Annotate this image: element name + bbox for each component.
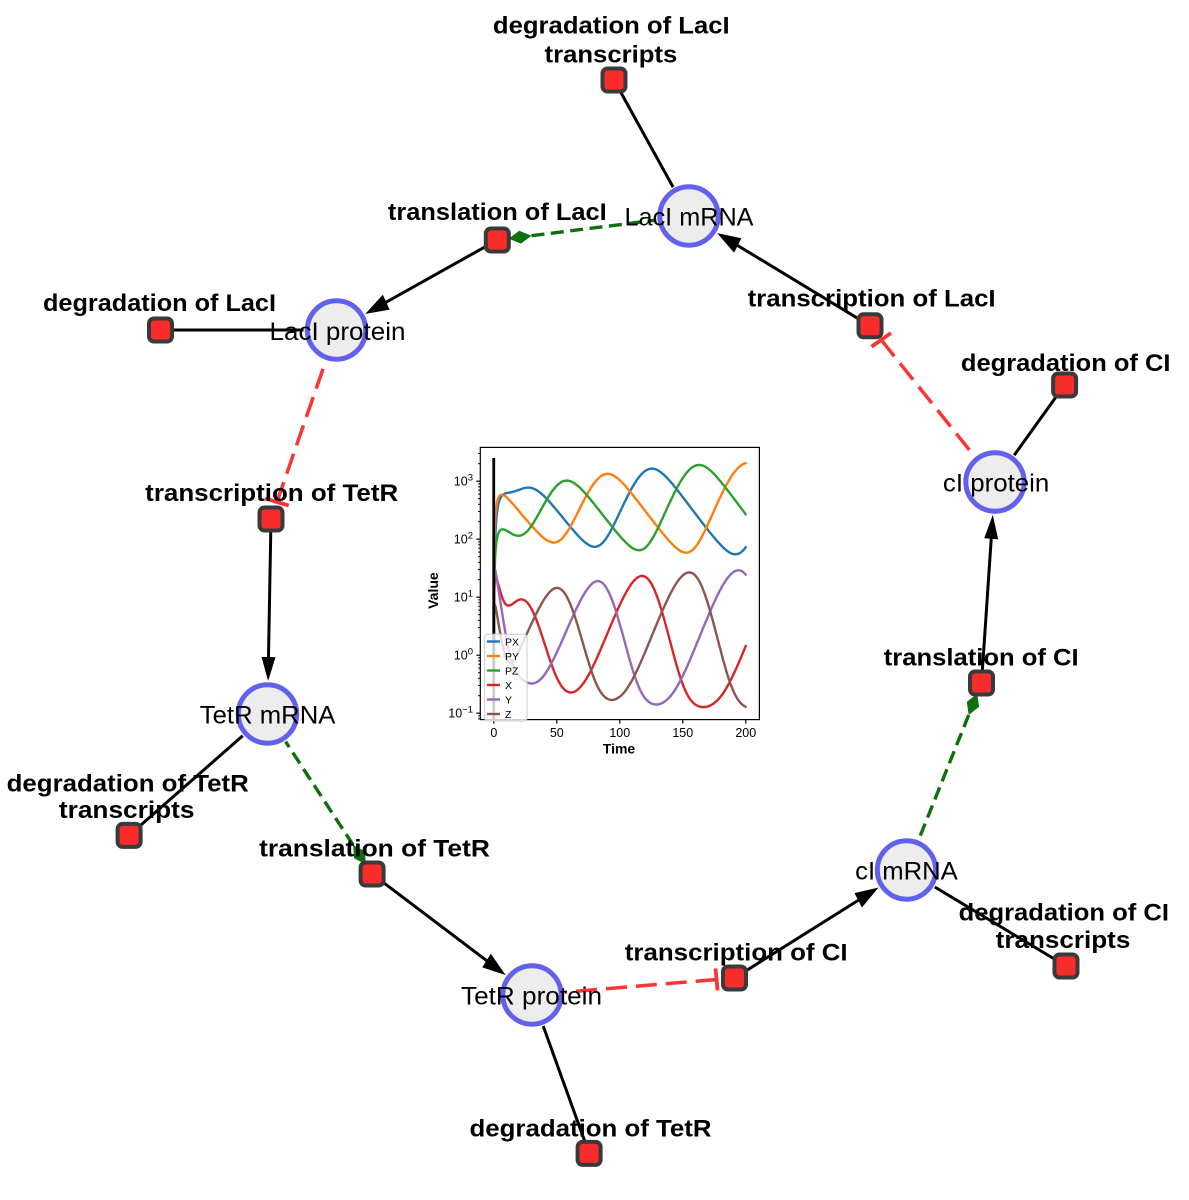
svg-text:translation of LacI: translation of LacI xyxy=(388,199,607,226)
svg-text:0: 0 xyxy=(490,726,497,740)
svg-text:X: X xyxy=(505,680,512,692)
svg-text:150: 150 xyxy=(672,726,693,740)
svg-text:transcripts: transcripts xyxy=(996,927,1131,954)
svg-text:transcription of LacI: transcription of LacI xyxy=(748,286,996,313)
svg-text:PZ: PZ xyxy=(505,666,519,678)
svg-text:50: 50 xyxy=(550,726,564,740)
svg-text:transcripts: transcripts xyxy=(59,797,195,824)
svg-text:transcription of TetR: transcription of TetR xyxy=(145,480,398,507)
svg-text:degradation of TetR: degradation of TetR xyxy=(470,1115,712,1142)
svg-text:degradation of TetR: degradation of TetR xyxy=(7,771,249,798)
svg-text:TetR mRNA: TetR mRNA xyxy=(200,702,336,730)
svg-text:cI protein: cI protein xyxy=(943,470,1049,498)
svg-text:degradation of LacI: degradation of LacI xyxy=(493,13,730,40)
svg-text:Time: Time xyxy=(603,741,636,757)
svg-text:Y: Y xyxy=(505,695,512,707)
svg-text:200: 200 xyxy=(735,726,756,740)
svg-text:transcription of CI: transcription of CI xyxy=(625,940,848,967)
svg-text:translation of CI: translation of CI xyxy=(884,645,1079,672)
svg-text:cI mRNA: cI mRNA xyxy=(855,858,958,886)
svg-text:degradation of CI: degradation of CI xyxy=(959,899,1169,926)
svg-text:Z: Z xyxy=(505,709,512,721)
svg-text:PX: PX xyxy=(505,637,519,649)
svg-text:degradation of CI: degradation of CI xyxy=(961,350,1171,377)
svg-text:translation of TetR: translation of TetR xyxy=(259,836,490,863)
svg-text:LacI mRNA: LacI mRNA xyxy=(625,204,754,232)
svg-text:TetR protein: TetR protein xyxy=(461,983,602,1011)
svg-text:LacI protein: LacI protein xyxy=(270,318,406,346)
svg-text:100: 100 xyxy=(609,726,630,740)
svg-text:degradation of LacI: degradation of LacI xyxy=(43,290,276,317)
svg-text:PY: PY xyxy=(505,651,519,663)
svg-text:transcripts: transcripts xyxy=(545,42,678,69)
svg-text:Value: Value xyxy=(425,572,441,609)
